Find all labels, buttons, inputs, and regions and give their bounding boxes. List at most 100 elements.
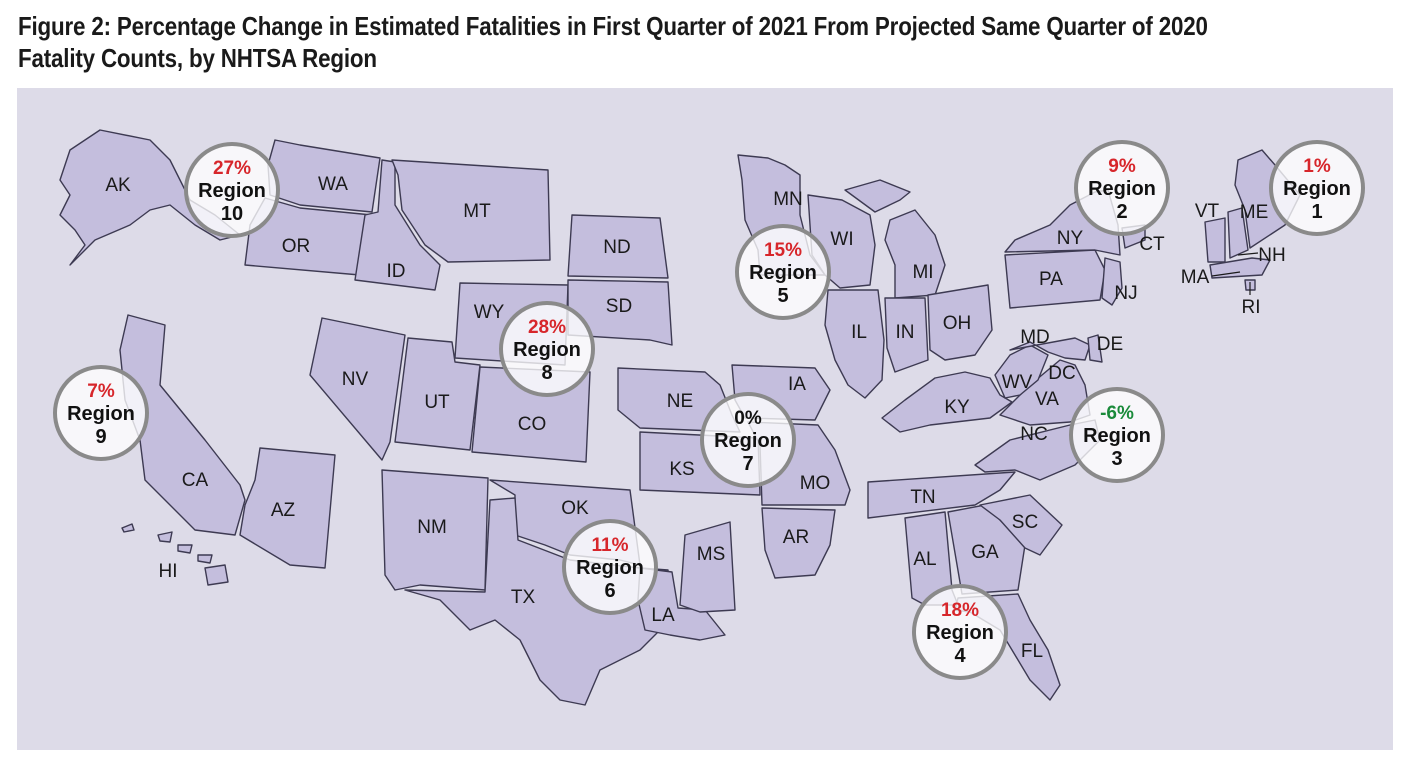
label-ME: ME — [1240, 202, 1269, 223]
region-value: 1% — [1303, 156, 1331, 177]
label-IA: IA — [788, 374, 806, 395]
label-SC: SC — [1012, 512, 1038, 533]
label-OR: OR — [282, 236, 311, 257]
region-label: Region — [67, 403, 135, 425]
state-labels: AK WA OR ID MT WY ND SD NV UT CO CA AZ H… — [105, 174, 1285, 662]
region-value: 9% — [1108, 156, 1136, 177]
region-badges: 1%Region19%Region2-6%Region318%Region415… — [53, 140, 1365, 680]
state-TN — [867, 471, 1016, 519]
state-LA — [637, 567, 726, 641]
region-number: 8 — [541, 362, 552, 384]
label-MD: MD — [1020, 327, 1050, 348]
state-HI-islands — [121, 523, 229, 586]
label-HI: HI — [159, 561, 178, 582]
state-NJ — [1101, 257, 1123, 306]
region-number: 4 — [954, 645, 966, 667]
label-OK: OK — [561, 498, 589, 519]
region-number: 10 — [221, 203, 243, 225]
region-label: Region — [1088, 178, 1156, 200]
region-number: 3 — [1111, 448, 1122, 470]
state-IL — [824, 289, 885, 399]
label-DE: DE — [1097, 334, 1123, 355]
state-KY — [881, 371, 1013, 433]
region-label: Region — [513, 339, 581, 361]
region-number: 1 — [1311, 201, 1322, 223]
label-WV: WV — [1002, 372, 1033, 393]
region-badge-circle — [912, 584, 1008, 680]
label-VT: VT — [1195, 201, 1220, 222]
label-WY: WY — [474, 302, 505, 323]
label-ID: ID — [387, 261, 406, 282]
label-AK: AK — [105, 175, 131, 196]
label-NM: NM — [417, 517, 447, 538]
label-AL: AL — [913, 549, 936, 570]
label-SD: SD — [606, 296, 632, 317]
state-MT — [391, 159, 551, 263]
state-NM — [381, 469, 489, 591]
state-ND — [567, 214, 669, 279]
region-value: 18% — [941, 600, 979, 621]
label-WA: WA — [318, 174, 348, 195]
state-OH — [927, 284, 993, 361]
region-badge-circle — [53, 365, 149, 461]
label-IN: IN — [896, 322, 915, 343]
label-UT: UT — [424, 392, 450, 413]
label-NJ: NJ — [1114, 283, 1137, 304]
state-AK — [59, 129, 241, 266]
region-badge-circle — [562, 519, 658, 615]
region-label: Region — [926, 622, 994, 644]
title-line-1: Figure 2: Percentage Change in Estimated… — [18, 11, 1208, 41]
label-MT: MT — [463, 201, 491, 222]
region-label: Region — [576, 557, 644, 579]
region-value: 7% — [87, 381, 115, 402]
state-MA — [1209, 257, 1271, 279]
label-LA: LA — [651, 605, 675, 626]
label-MA: MA — [1181, 267, 1210, 288]
label-ND: ND — [603, 237, 630, 258]
region-number: 5 — [777, 285, 788, 307]
region-badge-circle — [1074, 140, 1170, 236]
state-MS — [679, 521, 736, 613]
state-VT — [1204, 217, 1226, 263]
state-UT — [394, 337, 481, 451]
label-NY: NY — [1057, 228, 1084, 249]
label-NC: NC — [1020, 424, 1047, 445]
label-AR: AR — [783, 527, 809, 548]
region-value: 15% — [764, 240, 802, 261]
label-NH: NH — [1258, 245, 1285, 266]
label-FL: FL — [1021, 641, 1043, 662]
label-DC: DC — [1048, 363, 1075, 384]
label-IL: IL — [851, 322, 867, 343]
label-leader-lines — [1211, 252, 1259, 295]
label-VA: VA — [1035, 389, 1059, 410]
label-AZ: AZ — [271, 500, 296, 521]
label-CO: CO — [518, 414, 547, 435]
region-badge-circle — [735, 224, 831, 320]
state-ME — [1234, 149, 1301, 249]
region-number: 6 — [604, 580, 615, 602]
state-SC — [979, 494, 1063, 556]
state-MD — [1009, 337, 1091, 361]
label-MI: MI — [912, 262, 933, 283]
region-value: 0% — [734, 408, 762, 429]
region-value: -6% — [1100, 403, 1134, 424]
region-label: Region — [1283, 178, 1351, 200]
region-label: Region — [198, 180, 266, 202]
state-NH — [1227, 207, 1249, 259]
label-NV: NV — [342, 369, 369, 390]
label-TN: TN — [910, 487, 935, 508]
region-label: Region — [714, 430, 782, 452]
region-number: 9 — [95, 426, 106, 448]
state-NV — [309, 317, 406, 461]
label-WI: WI — [830, 229, 853, 250]
region-badge-circle — [1069, 387, 1165, 483]
